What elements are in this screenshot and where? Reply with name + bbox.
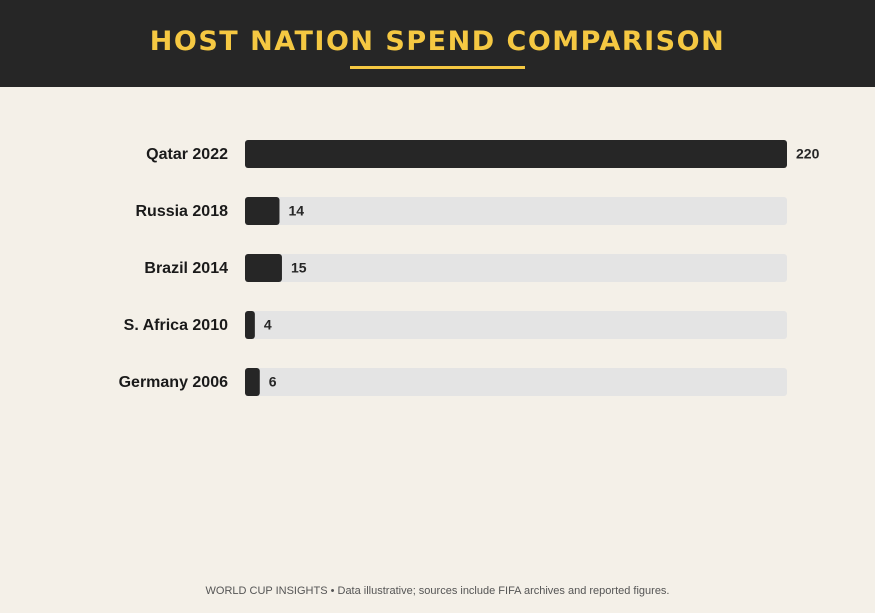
chart: Qatar 2022 220 Russia 2018 14 Brazil 2014 15 S… xyxy=(119,140,820,396)
bar-track xyxy=(245,197,787,225)
category-label: S. Africa 2010 xyxy=(124,317,228,334)
value-label: 6 xyxy=(269,374,277,390)
chart-title: HOST NATION SPEND COMPARISON xyxy=(149,26,726,57)
category-label: Qatar 2022 xyxy=(146,146,228,163)
footer: WORLD CUP INSIGHTS • Data illustrative; … xyxy=(205,585,670,597)
bar xyxy=(245,197,280,225)
value-label: 4 xyxy=(264,317,272,333)
bar xyxy=(245,254,282,282)
bar-track xyxy=(245,254,787,282)
bar xyxy=(245,368,260,396)
header: HOST NATION SPEND COMPARISON xyxy=(0,0,875,87)
bar-track xyxy=(245,368,787,396)
title-underline xyxy=(350,66,525,69)
value-label: 220 xyxy=(796,146,820,162)
category-label: Germany 2006 xyxy=(119,374,229,391)
category-label: Russia 2018 xyxy=(135,203,228,220)
bar-track xyxy=(245,311,787,339)
value-label: 14 xyxy=(288,203,304,219)
bar xyxy=(245,140,787,168)
category-label: Brazil 2014 xyxy=(144,260,228,277)
bar xyxy=(245,311,255,339)
value-label: 15 xyxy=(291,260,307,276)
